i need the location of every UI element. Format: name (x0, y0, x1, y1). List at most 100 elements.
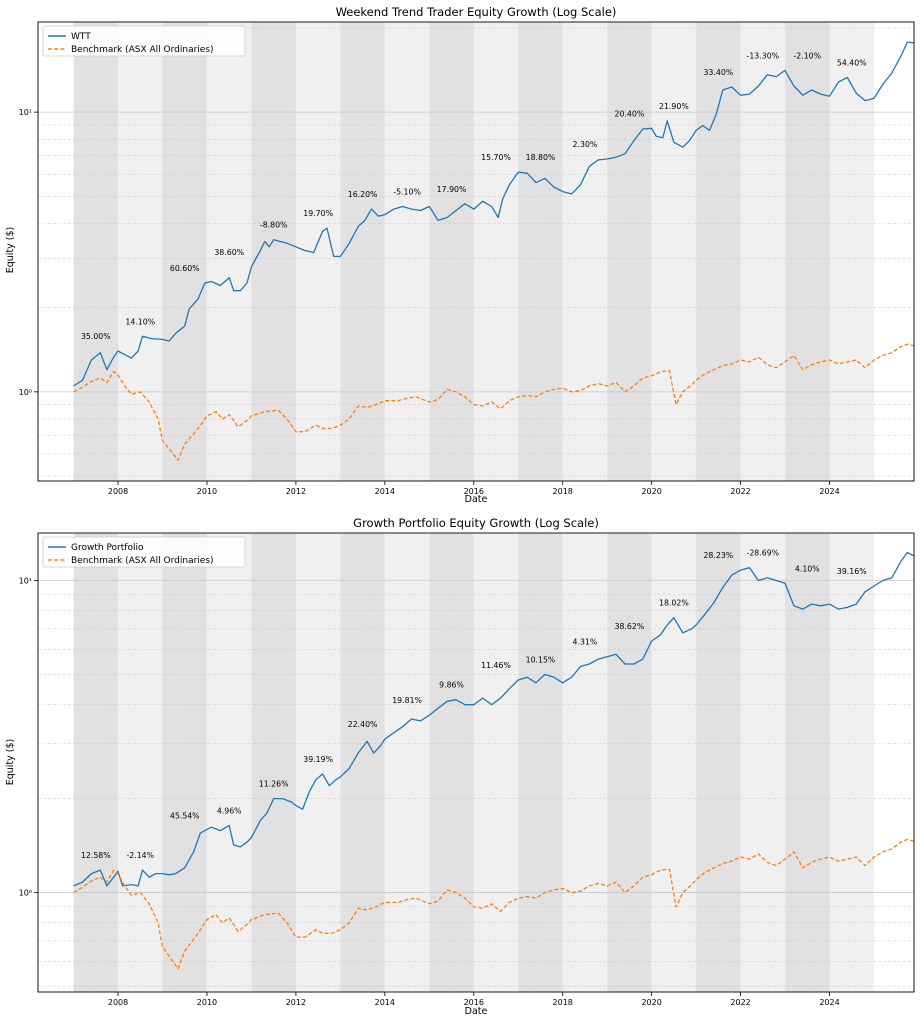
year-band-2019 (607, 22, 652, 481)
annual-return-label: 15.70% (481, 153, 511, 162)
year-band-2021 (696, 22, 741, 481)
annual-return-label: 54.40% (837, 58, 867, 67)
x-tick-label: 2012 (286, 487, 306, 496)
year-band-2007 (73, 22, 119, 481)
year-band-2012 (295, 22, 341, 481)
legend: WTT Benchmark (ASX All Ordinaries) (42, 25, 246, 57)
annual-return-label: 35.00% (81, 332, 111, 341)
strategy-series-line (73, 551, 914, 887)
annual-return-label: 38.62% (615, 622, 645, 631)
annual-return-label: 20.40% (615, 109, 645, 118)
chart-title: Weekend Trend Trader Equity Growth (Log … (336, 5, 617, 19)
year-band-2016 (473, 533, 519, 992)
annual-return-label: 22.40% (348, 720, 378, 729)
legend-box (42, 536, 246, 568)
year-band-2023 (785, 533, 830, 992)
year-band-2008 (118, 22, 163, 481)
growth-portfolio-equity-chart: Growth Portfolio Equity Growth (Log Scal… (5, 516, 915, 1017)
annual-return-label: 38.60% (214, 248, 244, 257)
year-band-2009 (162, 533, 207, 992)
year-band-2011 (251, 533, 296, 992)
annual-return-label: 33.40% (703, 68, 733, 77)
annual-return-label: 18.02% (659, 599, 689, 608)
year-band-2009 (162, 22, 207, 481)
year-band-2024 (829, 22, 874, 481)
year-band-2022 (740, 533, 786, 992)
year-band-2021 (696, 533, 741, 992)
year-band-2008 (118, 533, 163, 992)
y-tick-label: 10¹ (19, 577, 32, 586)
annual-return-label: 2.30% (573, 140, 598, 149)
year-band-2022 (740, 22, 786, 481)
year-band-2020 (651, 22, 697, 481)
x-tick-label: 2022 (730, 998, 750, 1007)
y-axis-label: Equity ($) (5, 227, 16, 274)
x-tick-label: 2012 (286, 998, 306, 1007)
plot-area (38, 533, 914, 992)
plot-frame (37, 21, 915, 482)
strategy-series-line (73, 41, 914, 387)
year-band-2024 (829, 533, 874, 992)
y-tick-label: 10⁰ (19, 889, 32, 898)
annual-return-label: 19.70% (303, 209, 333, 218)
x-tick-label: 2010 (197, 998, 217, 1007)
y-tick-label: 10⁰ (19, 388, 32, 397)
year-band-2015 (429, 533, 474, 992)
legend-box (42, 25, 246, 57)
benchmark-series-line (73, 343, 914, 461)
legend-label: Benchmark (ASX All Ordinaries) (71, 556, 214, 566)
annual-return-label: -8.80% (260, 221, 288, 230)
x-tick-label: 2014 (375, 487, 395, 496)
annual-return-label: 11.26% (259, 780, 289, 789)
annual-return-label: 4.31% (573, 638, 598, 647)
legend-label: WTT (71, 32, 91, 42)
x-tick-label: 2010 (197, 487, 217, 496)
year-band-2010 (206, 533, 252, 992)
year-band-2023 (785, 22, 830, 481)
x-tick-label: 2016 (464, 487, 484, 496)
annual-return-label: 9.86% (439, 681, 464, 690)
annual-return-label: 16.20% (348, 190, 378, 199)
x-tick-label: 2024 (819, 487, 839, 496)
x-tick-label: 2018 (553, 487, 573, 496)
annual-return-label: 19.81% (392, 696, 422, 705)
year-band-2013 (340, 22, 385, 481)
chart-title: Growth Portfolio Equity Growth (Log Scal… (353, 516, 599, 530)
legend: Growth Portfolio Benchmark (ASX All Ordin… (42, 536, 246, 568)
year-band-2015 (429, 22, 474, 481)
year-band-2018 (562, 533, 608, 992)
annual-return-label: 21.90% (659, 102, 689, 111)
annual-return-label: 60.60% (170, 264, 200, 273)
x-tick-label: 2020 (641, 487, 661, 496)
y-axis-label: Equity ($) (5, 739, 16, 786)
year-band-2016 (473, 22, 519, 481)
annual-return-label: 39.16% (837, 567, 867, 576)
annual-return-label: 18.80% (526, 153, 556, 162)
annual-return-label: -2.14% (126, 851, 154, 860)
x-tick-label: 2008 (108, 998, 128, 1007)
x-tick-label: 2018 (553, 998, 573, 1007)
legend-label: Growth Portfolio (71, 543, 144, 553)
annual-return-label: 45.54% (170, 812, 200, 821)
x-tick-label: 2014 (375, 998, 395, 1007)
annual-return-label: 4.96% (217, 807, 242, 816)
year-band-2019 (607, 533, 652, 992)
year-band-2017 (518, 533, 563, 992)
x-tick-label: 2008 (108, 487, 128, 496)
annual-return-label: 4.10% (795, 564, 820, 573)
annual-return-label: -28.69% (747, 549, 780, 558)
legend-label: Benchmark (ASX All Ordinaries) (71, 45, 214, 55)
annual-return-label: 11.46% (481, 661, 511, 670)
plot-frame (37, 532, 915, 993)
annual-return-label: 14.10% (125, 317, 155, 326)
annual-return-label: 39.19% (303, 755, 333, 764)
year-band-2007 (73, 533, 119, 992)
plot-area (38, 22, 914, 481)
annual-return-label: 12.58% (81, 851, 111, 860)
x-tick-label: 2020 (641, 998, 661, 1007)
year-band-2011 (251, 22, 296, 481)
benchmark-series-line (73, 838, 914, 970)
annual-return-label: 10.15% (526, 655, 556, 664)
y-tick-label: 10¹ (19, 108, 32, 117)
